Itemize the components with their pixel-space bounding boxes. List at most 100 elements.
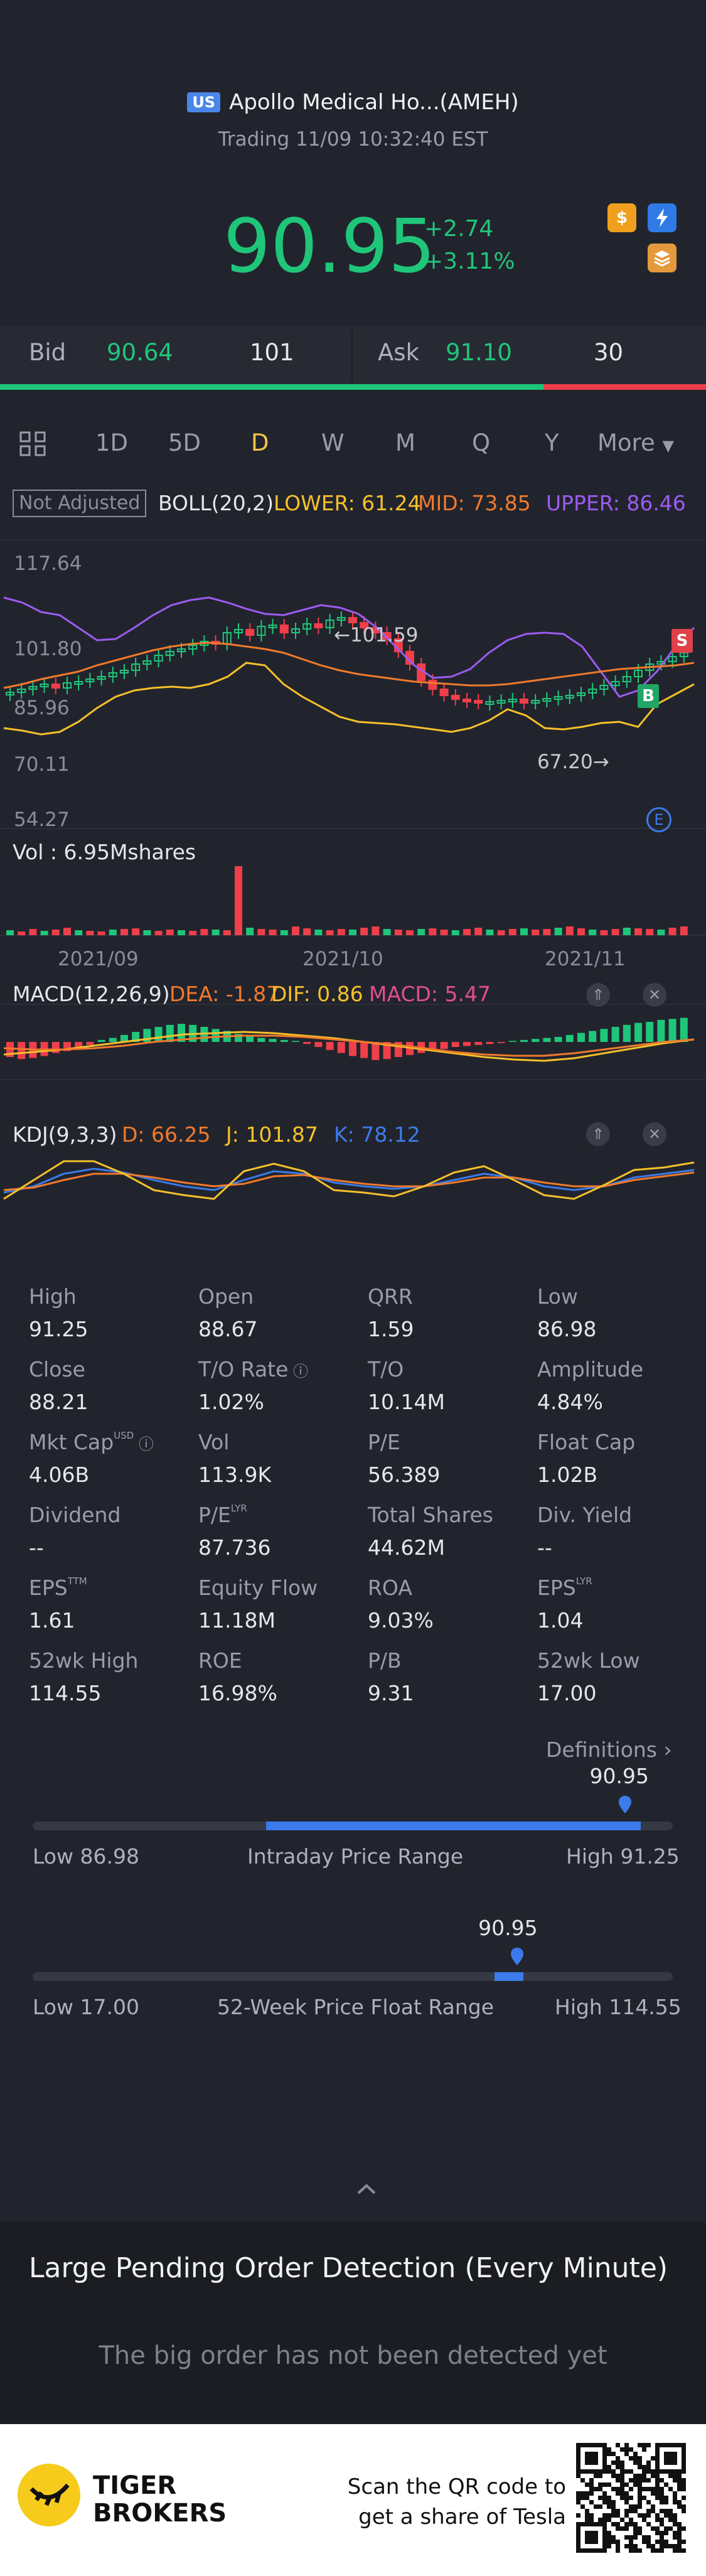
qr-module [668, 2456, 673, 2461]
tab-d[interactable]: D [251, 429, 269, 456]
candle [97, 676, 106, 680]
volume-bar [589, 930, 597, 935]
info-icon[interactable]: ⓘ [134, 1436, 154, 1453]
qr-module [607, 2531, 611, 2535]
stat-value: 9.03% [368, 1608, 434, 1633]
tab-q[interactable]: Q [472, 429, 491, 456]
qr-module [589, 2531, 594, 2535]
qr-module [607, 2540, 611, 2544]
info-icon[interactable]: ⓘ [288, 1363, 309, 1380]
qr-module [677, 2535, 682, 2540]
qr-module [589, 2456, 594, 2461]
pin-icon[interactable]: ⇑ [586, 983, 610, 1007]
stat-label-text: Div. Yield [537, 1503, 633, 1527]
close-icon[interactable]: ✕ [643, 983, 666, 1007]
definitions-link[interactable]: Definitions › [546, 1737, 672, 1762]
qr-module [620, 2496, 624, 2500]
qr-module [602, 2548, 607, 2553]
volume-bar [29, 929, 37, 935]
qr-module [664, 2461, 668, 2465]
candle [120, 670, 129, 674]
volume-bar [600, 930, 608, 935]
earnings-marker[interactable]: E [646, 807, 671, 832]
not-adjusted-toggle[interactable]: Not Adjusted [13, 490, 147, 517]
chevron-up-icon[interactable] [355, 2182, 378, 2197]
tab-5d[interactable]: 5D [168, 429, 201, 456]
stack-icon[interactable] [648, 244, 677, 272]
pin-icon[interactable]: ⇑ [586, 1122, 610, 1146]
stat-label-text: QRR [368, 1284, 413, 1309]
qr-module [585, 2513, 589, 2518]
quote-divider [351, 330, 353, 382]
candle [474, 700, 483, 704]
volume-bar [611, 929, 619, 935]
qr-module [607, 2544, 611, 2548]
qr-module [616, 2526, 620, 2531]
qr-module [598, 2469, 602, 2474]
stat-value: 91.25 [29, 1317, 88, 1341]
qr-module [594, 2522, 598, 2526]
dollar-icon[interactable]: $ [607, 203, 636, 232]
qr-module [668, 2443, 673, 2447]
qr-module [646, 2544, 651, 2548]
volume-bar [394, 930, 402, 935]
stat-label-text: P/B [368, 1648, 402, 1673]
macd-label[interactable]: MACD(12,26,9) [13, 982, 170, 1006]
qr-module [633, 2461, 638, 2465]
stat-value: -- [537, 1535, 552, 1560]
qr-module [638, 2496, 642, 2500]
volume-bar [440, 930, 448, 935]
qr-module [585, 2456, 589, 2461]
volume-bar [657, 930, 665, 935]
tab-w[interactable]: W [321, 429, 345, 456]
grid-icon[interactable] [19, 431, 50, 461]
kline-chart[interactable] [0, 540, 706, 1268]
qr-module [624, 2544, 629, 2548]
qr-module [580, 2478, 585, 2482]
kdj-k: K: 78.12 [334, 1122, 420, 1147]
candle [165, 651, 174, 656]
boll-label[interactable]: BOLL(20,2) [158, 491, 274, 515]
tab-m[interactable]: M [395, 429, 415, 456]
buy-marker[interactable]: B [638, 684, 659, 708]
qr-module [646, 2461, 651, 2465]
tiger-logo-icon [18, 2464, 80, 2526]
stat-value: -- [29, 1535, 44, 1560]
macd-bar [383, 1042, 391, 1060]
qr-code[interactable] [575, 2442, 688, 2555]
volume-bar [565, 926, 574, 935]
large-order-title: Large Pending Order Detection (Every Min… [29, 2252, 668, 2284]
tab-1d[interactable]: 1D [95, 429, 129, 456]
stock-title-row[interactable]: US Apollo Medical Ho...(AMEH) [0, 87, 706, 118]
kdj-label[interactable]: KDJ(9,3,3) [13, 1122, 117, 1147]
qr-module [673, 2548, 677, 2553]
qr-module [638, 2487, 642, 2491]
qr-module [594, 2469, 598, 2474]
qr-module [673, 2531, 677, 2535]
close-icon[interactable]: ✕ [643, 1122, 666, 1146]
stat-label-text: EPS [537, 1575, 576, 1600]
volume-bar [360, 928, 368, 935]
volume-bar [132, 928, 140, 935]
candle [6, 692, 14, 695]
tab-more[interactable]: More ▼ [597, 429, 674, 456]
qr-module [629, 2487, 633, 2491]
qr-module [594, 2531, 598, 2535]
qr-module [638, 2461, 642, 2465]
sell-marker[interactable]: S [671, 629, 693, 653]
qr-module [585, 2522, 589, 2526]
qr-module [673, 2452, 677, 2456]
d-line [3, 1171, 695, 1191]
qr-module [594, 2535, 598, 2540]
qr-module [682, 2509, 686, 2513]
low-marker-value: 67.20 [537, 751, 593, 773]
lightning-icon[interactable] [648, 203, 677, 232]
boll-upper: UPPER: 86.46 [546, 491, 686, 515]
qr-module [629, 2518, 633, 2522]
volume-bar [223, 930, 231, 935]
tab-y[interactable]: Y [545, 429, 559, 456]
candle [577, 692, 586, 696]
qr-module [598, 2474, 602, 2478]
qr-module [585, 2461, 589, 2465]
qr-module [620, 2447, 624, 2452]
